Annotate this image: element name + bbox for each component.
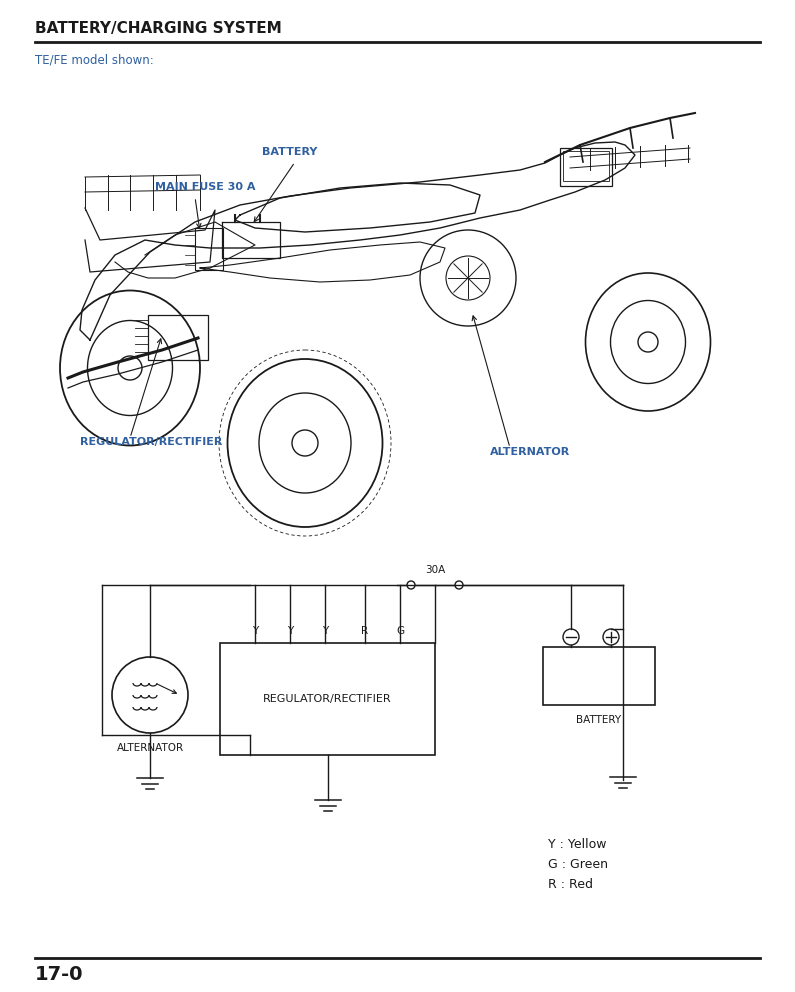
Text: 30A: 30A (425, 565, 445, 575)
Bar (148, 315, 208, 360)
Text: Y: Y (322, 626, 328, 636)
Text: ALTERNATOR: ALTERNATOR (116, 743, 184, 753)
Text: 17-0: 17-0 (35, 965, 83, 984)
Bar (560, 148, 612, 186)
Text: G: G (396, 626, 404, 636)
Text: R : Red: R : Red (548, 878, 593, 891)
Text: ALTERNATOR: ALTERNATOR (490, 447, 570, 457)
Text: BATTERY: BATTERY (576, 715, 622, 725)
Text: G : Green: G : Green (548, 858, 608, 871)
Bar (543, 647, 655, 705)
Text: BATTERY/CHARGING SYSTEM: BATTERY/CHARGING SYSTEM (35, 21, 281, 36)
Text: Y: Y (252, 626, 258, 636)
Text: REGULATOR/RECTIFIER: REGULATOR/RECTIFIER (263, 694, 392, 704)
Text: BATTERY: BATTERY (262, 147, 318, 157)
Text: TE/FE model shown:: TE/FE model shown: (35, 54, 153, 66)
Bar (220, 643, 435, 755)
Text: Y: Y (287, 626, 293, 636)
Text: MAIN FUSE 30 A: MAIN FUSE 30 A (155, 182, 255, 192)
Bar (195, 228, 223, 270)
Text: Y : Yellow: Y : Yellow (548, 838, 607, 851)
Bar (563, 151, 609, 181)
Text: REGULATOR/RECTIFIER: REGULATOR/RECTIFIER (80, 437, 223, 447)
Text: R: R (362, 626, 369, 636)
